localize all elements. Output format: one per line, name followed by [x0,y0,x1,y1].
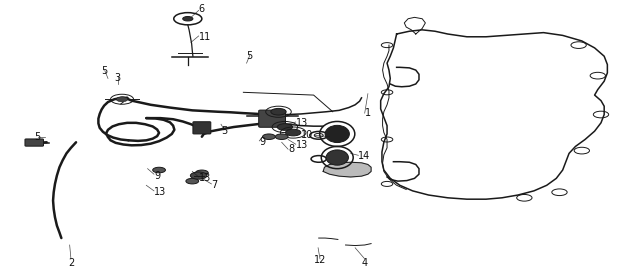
Circle shape [277,124,292,130]
Circle shape [275,134,288,140]
Text: 5: 5 [35,132,41,142]
Polygon shape [323,162,371,177]
Text: 5: 5 [246,51,253,61]
Circle shape [186,178,198,184]
Circle shape [182,16,193,21]
FancyBboxPatch shape [259,110,285,127]
Text: 13: 13 [198,173,211,183]
Text: 1: 1 [365,108,371,118]
Text: 5: 5 [102,66,108,76]
Text: 8: 8 [288,144,294,154]
Circle shape [262,134,275,140]
Circle shape [116,97,128,102]
Text: 3: 3 [115,73,120,83]
Circle shape [285,129,301,136]
Text: 12: 12 [314,255,326,265]
Text: 10: 10 [301,130,314,140]
Text: 4: 4 [362,258,368,268]
Text: 9: 9 [154,170,160,181]
Ellipse shape [326,150,348,165]
Text: 13: 13 [154,187,166,197]
Text: 6: 6 [198,4,205,14]
Text: 13: 13 [296,140,308,150]
Circle shape [195,170,208,175]
Text: 13: 13 [296,118,308,128]
Ellipse shape [325,125,349,143]
Circle shape [271,109,286,115]
Text: 7: 7 [211,180,218,190]
FancyBboxPatch shape [25,139,44,146]
Text: 5: 5 [221,126,227,136]
Circle shape [190,172,207,179]
Text: 9: 9 [259,137,266,147]
FancyBboxPatch shape [193,122,211,134]
Circle shape [153,167,166,173]
Text: 14: 14 [358,151,371,161]
Text: 2: 2 [68,258,74,268]
Text: 11: 11 [198,32,211,42]
